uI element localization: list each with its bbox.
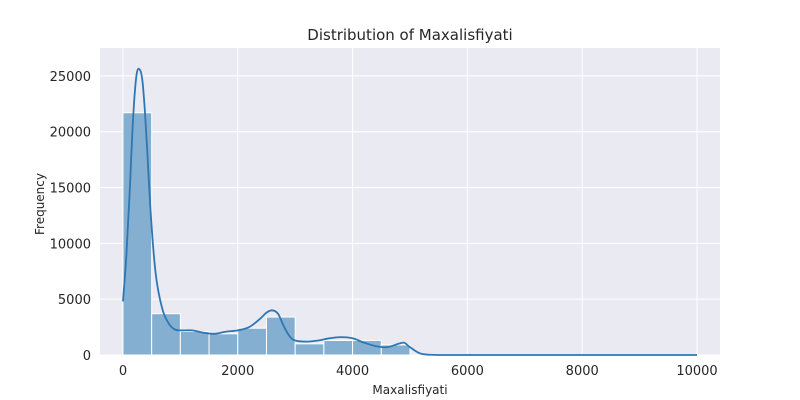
histogram-bar-3	[208, 333, 239, 356]
x-tick-label-3: 6000	[451, 364, 484, 379]
y-tick-label-5: 25000	[50, 70, 91, 85]
y-tick-label-2: 10000	[50, 237, 91, 252]
y-tick-label-1: 5000	[58, 293, 91, 308]
y-tick-label-3: 15000	[50, 182, 91, 197]
x-axis-label: Maxalisfiyati	[372, 383, 447, 397]
kde-line	[122, 67, 697, 356]
histogram-bar-7	[323, 339, 354, 356]
histogram-bar-2	[179, 331, 210, 356]
y-tick-label-4: 20000	[50, 126, 91, 141]
x-tick-label-1: 2000	[221, 364, 254, 379]
y-axis-label: Frequency	[33, 173, 47, 235]
x-tick-label-2: 4000	[336, 364, 369, 379]
histogram-bar-5	[265, 316, 296, 356]
plot-background	[100, 48, 720, 355]
histogram-bar-6	[294, 343, 325, 356]
x-tick-label-5: 10000	[676, 364, 717, 379]
histogram-bar-4	[237, 327, 267, 356]
y-tick-label-0: 0	[83, 349, 91, 364]
x-tick-labels: 0 2000 4000 6000 8000 10000	[119, 364, 718, 379]
x-tick-label-4: 8000	[566, 364, 599, 379]
x-tick-label-0: 0	[119, 364, 127, 379]
y-tick-labels: 0 5000 10000 15000 20000 25000	[50, 70, 91, 364]
histogram-bar-8	[352, 339, 382, 356]
chart-title: Distribution of Maxalisfiyati	[307, 26, 512, 44]
